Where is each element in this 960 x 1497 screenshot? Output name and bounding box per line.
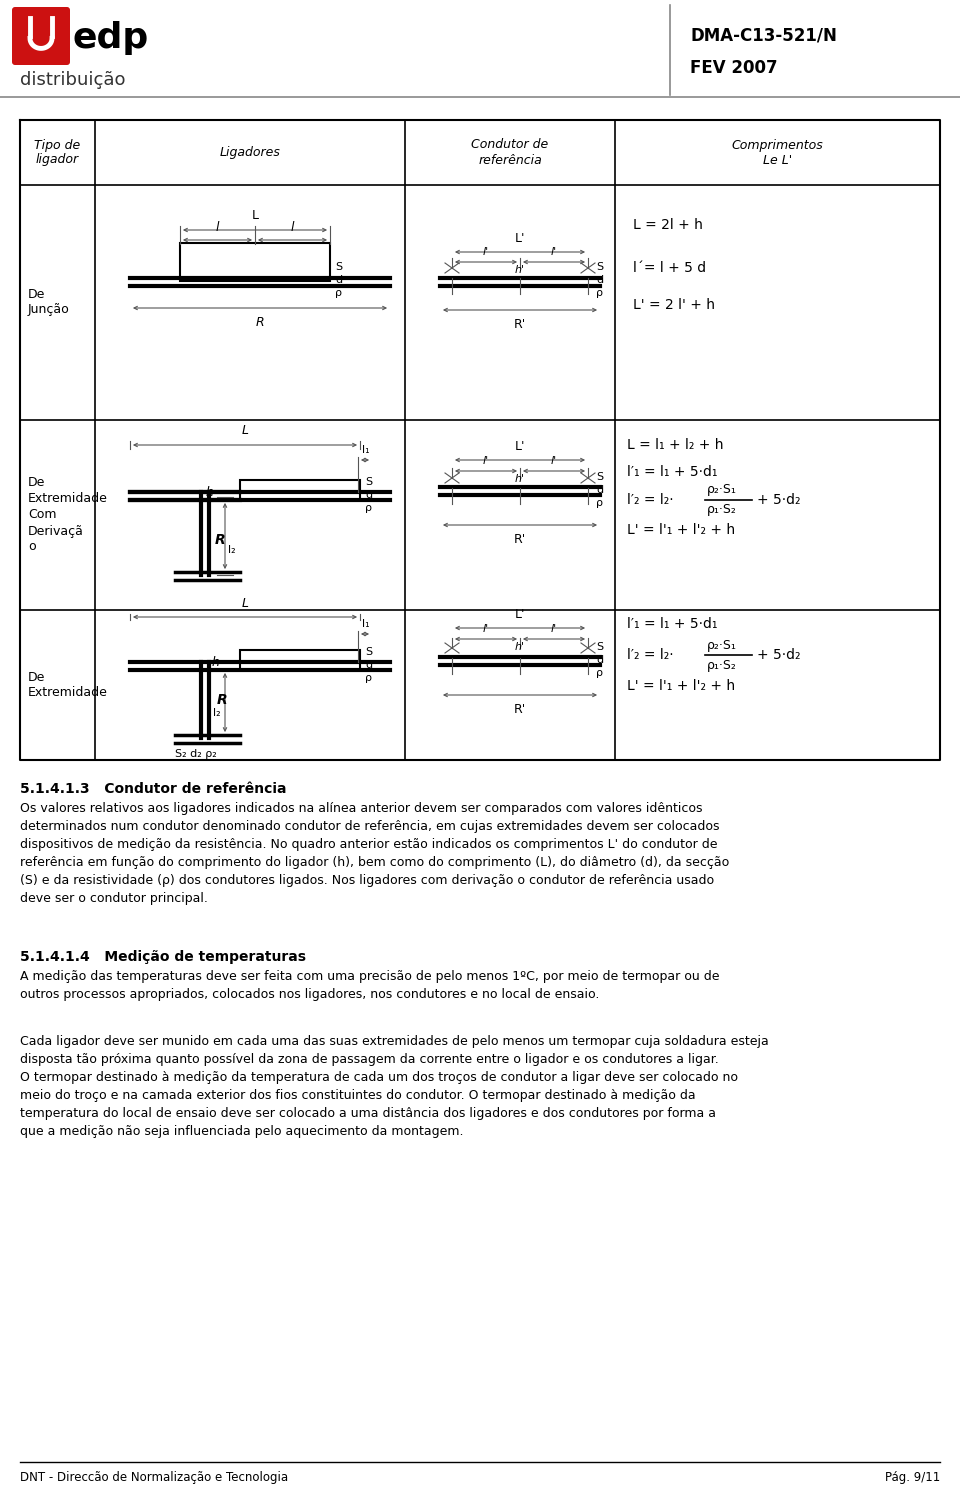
Text: De
Extremidade
Com
Derivaçã
o: De Extremidade Com Derivaçã o	[28, 476, 108, 554]
Bar	[240, 481, 360, 500]
Text: L' = l'₁ + l'₂ + h: L' = l'₁ + l'₂ + h	[627, 522, 735, 537]
Text: distribuição: distribuição	[20, 70, 126, 88]
Text: L: L	[252, 210, 258, 222]
Text: l₂: l₂	[213, 708, 221, 719]
Bar	[240, 650, 360, 671]
Text: + 5·d₂: + 5·d₂	[757, 493, 801, 507]
Text: De
Extremidade: De Extremidade	[28, 671, 108, 699]
Text: S
d
ρ: S d ρ	[596, 262, 603, 298]
Text: Tipo de
ligador: Tipo de ligador	[35, 139, 81, 166]
Text: l′₂ = l₂·: l′₂ = l₂·	[627, 648, 674, 662]
Text: L': L'	[515, 608, 525, 621]
Text: 5.1.4.1.3   Condutor de referência: 5.1.4.1.3 Condutor de referência	[20, 781, 286, 796]
Text: Pág. 9/11: Pág. 9/11	[885, 1472, 940, 1485]
Text: L' = 2 l' + h: L' = 2 l' + h	[633, 298, 715, 311]
Text: DMA-C13-521/N: DMA-C13-521/N	[690, 25, 837, 43]
Text: h': h'	[515, 475, 525, 484]
Text: Comprimentos
Le L': Comprimentos Le L'	[732, 139, 824, 166]
Text: l': l'	[551, 247, 557, 257]
Text: S
d
ρ: S d ρ	[596, 642, 603, 678]
Text: l′₁ = l₁ + 5·d₁: l′₁ = l₁ + 5·d₁	[627, 617, 717, 632]
Text: Cada ligador deve ser munido em cada uma das suas extremidades de pelo menos um : Cada ligador deve ser munido em cada uma…	[20, 1034, 769, 1138]
Text: Os valores relativos aos ligadores indicados na alínea anterior devem ser compar: Os valores relativos aos ligadores indic…	[20, 802, 730, 906]
Text: h: h	[206, 485, 214, 499]
Text: S
d
ρ: S d ρ	[596, 472, 603, 507]
Text: S
d
ρ: S d ρ	[365, 478, 372, 513]
Text: l': l'	[551, 624, 557, 635]
Text: l': l'	[483, 247, 489, 257]
Text: R: R	[217, 693, 228, 707]
Text: ρ₂·S₁: ρ₂·S₁	[707, 484, 737, 497]
Text: L: L	[242, 424, 249, 437]
Text: L' = l'₁ + l'₂ + h: L' = l'₁ + l'₂ + h	[627, 680, 735, 693]
Text: l₂: l₂	[228, 545, 235, 555]
Text: l₁: l₁	[362, 445, 370, 455]
Text: l: l	[216, 222, 219, 234]
Text: l´= l + 5 d: l´= l + 5 d	[633, 260, 707, 275]
Text: A medição das temperaturas deve ser feita com uma precisão de pelo menos 1ºC, po: A medição das temperaturas deve ser feit…	[20, 970, 719, 1001]
Bar	[180, 243, 330, 281]
Text: R': R'	[514, 704, 526, 716]
Text: R: R	[255, 316, 264, 329]
Text: l': l'	[483, 457, 489, 466]
Text: 5.1.4.1.4   Medição de temperaturas: 5.1.4.1.4 Medição de temperaturas	[20, 951, 306, 964]
Text: l': l'	[483, 624, 489, 635]
Text: Ligadores: Ligadores	[220, 147, 280, 159]
Text: l₁: l₁	[362, 618, 370, 629]
Text: l: l	[291, 222, 295, 234]
Text: L = 2l + h: L = 2l + h	[633, 219, 703, 232]
Text: l′₂ = l₂·: l′₂ = l₂·	[627, 493, 674, 507]
Text: ρ₂·S₁: ρ₂·S₁	[707, 639, 737, 651]
Text: R: R	[215, 533, 226, 546]
Text: De
Junção: De Junção	[28, 289, 70, 316]
Text: edp: edp	[73, 21, 149, 55]
Text: L': L'	[515, 440, 525, 454]
Text: h': h'	[515, 642, 525, 653]
Text: L = l₁ + l₂ + h: L = l₁ + l₂ + h	[627, 439, 724, 452]
Text: L': L'	[515, 232, 525, 246]
Text: ρ₁·S₂: ρ₁·S₂	[707, 503, 737, 516]
Text: l': l'	[551, 457, 557, 466]
Text: ρ₁·S₂: ρ₁·S₂	[707, 659, 737, 672]
Text: S₂ d₂ ρ₂: S₂ d₂ ρ₂	[175, 748, 217, 759]
Text: FEV 2007: FEV 2007	[690, 58, 778, 76]
Text: + 5·d₂: + 5·d₂	[757, 648, 801, 662]
Text: Condutor de
referência: Condutor de referência	[471, 139, 548, 166]
Text: R': R'	[514, 533, 526, 546]
Text: h': h'	[515, 265, 525, 275]
Text: DNT - Direccão de Normalização e Tecnologia: DNT - Direccão de Normalização e Tecnolo…	[20, 1472, 288, 1485]
Text: L: L	[242, 597, 249, 609]
Text: S
d
ρ: S d ρ	[335, 262, 342, 298]
Text: S
d
ρ: S d ρ	[365, 647, 372, 683]
Text: R': R'	[514, 317, 526, 331]
FancyBboxPatch shape	[12, 7, 70, 64]
Text: h: h	[211, 656, 219, 669]
Text: l′₁ = l₁ + 5·d₁: l′₁ = l₁ + 5·d₁	[627, 466, 717, 479]
